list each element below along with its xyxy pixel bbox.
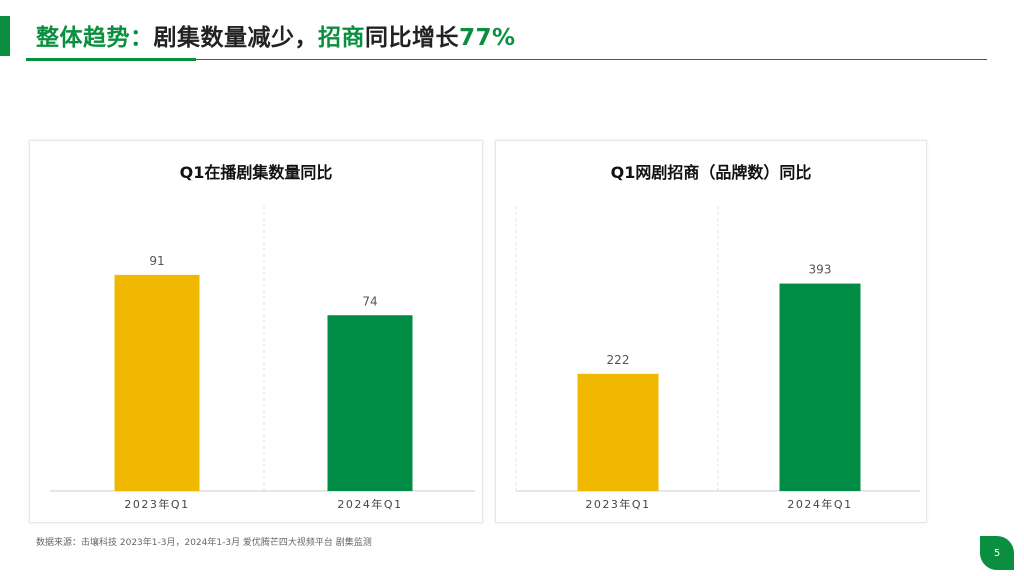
bar-2024q1 [779,283,861,491]
bar-value-label-2023q1: 222 [607,353,630,367]
bar-2023q1 [114,274,200,491]
title-part-yoy: 同比增长 [365,25,459,51]
page-title: 整体趋势：剧集数量减少，招商同比增长77% [36,18,516,52]
chart-sponsorship-svg: 222 393 2023年Q1 2024年Q1 [515,206,920,511]
title-part-percent: 77% [459,25,516,51]
title-underline [196,59,987,60]
tick-label-2024q1: 2024年Q1 [787,497,852,511]
title-part-topic: 整体趋势： [36,25,154,51]
data-source-note: 数据来源：击壤科技 2023年1-3月，2024年1-3月 爱优腾芒四大视频平台… [36,538,372,548]
chart-panel-episodes: Q1在播剧集数量同比 91 74 2023年Q1 2024年Q1 [29,140,483,523]
title-part-episodes: 剧集数量减少， [153,25,318,51]
chart-title: Q1在播剧集数量同比 [179,163,333,182]
tick-label-2023q1: 2023年Q1 [585,497,650,511]
bar-value-label-2024q1: 74 [362,294,377,308]
bar-2023q1 [577,373,659,491]
chart-panel-sponsorship: Q1网剧招商（品牌数）同比 222 393 2023年Q1 2024年Q1 [495,140,927,523]
tick-label-2023q1: 2023年Q1 [124,497,189,511]
title-part-sponsorship: 招商 [318,25,365,51]
bar-value-label-2023q1: 91 [149,254,164,268]
bar-2024q1 [327,315,413,491]
title-underline-accent [26,58,196,61]
title-accent-bar [0,16,10,56]
chart-episodes-svg: 91 74 2023年Q1 2024年Q1 [50,206,475,511]
chart-title: Q1网剧招商（品牌数）同比 [610,163,812,182]
page-number-badge: 5 [980,536,1014,570]
tick-label-2024q1: 2024年Q1 [337,497,402,511]
bar-value-label-2024q1: 393 [809,263,832,277]
